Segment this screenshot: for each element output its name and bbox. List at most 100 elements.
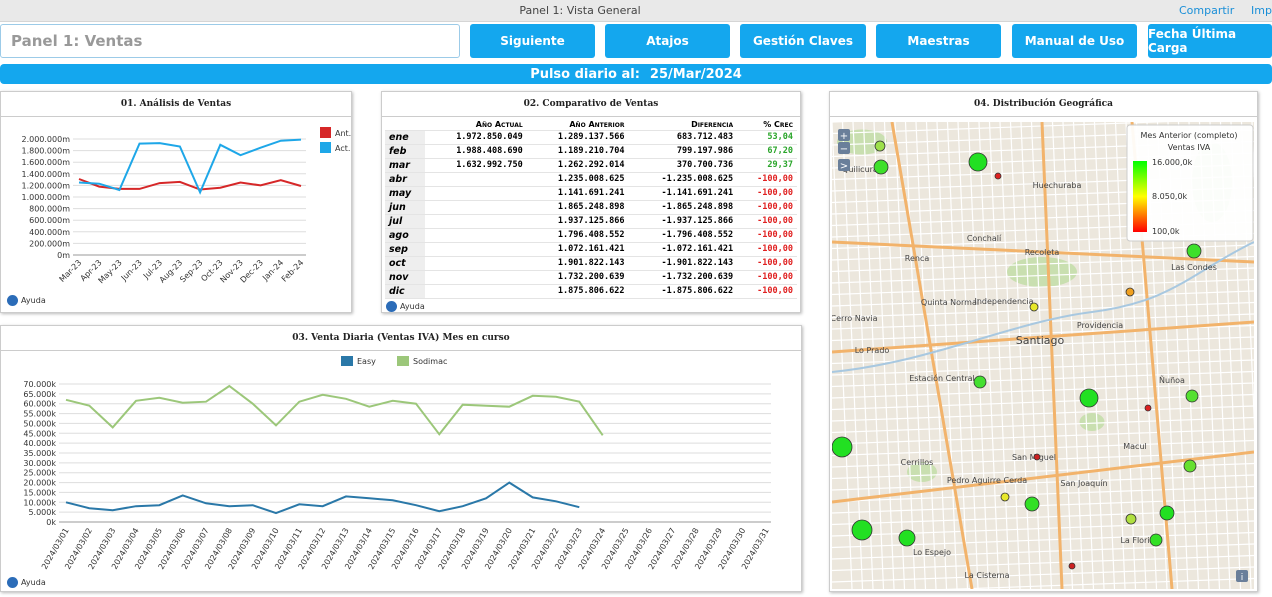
place-label: La Florida <box>1120 536 1159 545</box>
map-control-label[interactable]: + <box>840 131 848 142</box>
street <box>1093 122 1116 589</box>
y-tick-label: 60.000k <box>23 400 56 409</box>
panel-map: 04. Distribución Geográfica Quilicura Hue… <box>829 91 1258 592</box>
panel-title: 03. Venta Diaria (Ventas IVA) Mes en cur… <box>1 326 801 351</box>
month-cell: sep <box>385 242 425 257</box>
store-marker <box>1183 459 1197 473</box>
value-cell: -1.865.248.898 <box>628 200 738 215</box>
store-marker <box>1159 505 1175 521</box>
value-cell: -100,00 <box>737 242 797 257</box>
value-cell: -1.796.408.552 <box>628 228 738 243</box>
legend-swatch <box>320 142 331 153</box>
place-label: Renca <box>905 254 930 263</box>
value-cell: -100,00 <box>737 186 797 201</box>
value-cell <box>425 214 527 229</box>
toolbar-button[interactable]: Maestras <box>876 24 1001 58</box>
value-cell: -100,00 <box>737 200 797 215</box>
y-tick-label: 55.000k <box>23 410 56 419</box>
place-label: Santiago <box>1016 334 1065 347</box>
street <box>832 393 1254 411</box>
street <box>883 122 906 589</box>
place-label: Macul <box>1123 442 1147 451</box>
place-label: Quinta Normal <box>921 298 979 307</box>
toolbar-button[interactable]: Atajos <box>605 24 730 58</box>
legend-box <box>1126 124 1254 242</box>
value-cell: 683.712.483 <box>628 130 738 145</box>
value-cell: 1.141.691.241 <box>526 186 629 201</box>
toolbar-button[interactable]: Gestión Claves <box>740 24 866 58</box>
value-cell: -1.072.161.421 <box>628 242 738 257</box>
value-cell: 370.700.736 <box>628 158 738 173</box>
y-tick-label: 200.000m <box>29 239 70 248</box>
street <box>941 577 1254 589</box>
street <box>1083 122 1105 589</box>
store-marker <box>898 529 916 547</box>
main-road <box>832 450 1254 504</box>
print-link[interactable]: Imp <box>1251 4 1272 17</box>
help-label: Ayuda <box>21 578 46 587</box>
help[interactable]: Ayuda <box>7 577 46 588</box>
help[interactable]: Ayuda <box>386 301 425 312</box>
park <box>907 462 937 482</box>
place-label: Huechuraba <box>1033 181 1082 190</box>
column-header: % Crec <box>737 119 797 131</box>
table-row: ene 1.972.850.049 1.289.137.566 683.712.483… <box>385 130 797 145</box>
share-link[interactable]: Compartir <box>1179 4 1235 17</box>
value-cell: -1.235.008.625 <box>628 172 738 187</box>
street <box>832 566 1254 583</box>
table-row: sep 1.072.161.421 -1.072.161.421 -100,00 <box>385 242 797 257</box>
street <box>832 497 1254 514</box>
street <box>988 122 1011 589</box>
store-marker <box>968 152 988 172</box>
table-row: may 1.141.691.241 -1.141.691.241 -100,00 <box>385 186 797 201</box>
toolbar-button[interactable]: Manual de Uso <box>1012 24 1137 58</box>
legend-label: 100,0k <box>1152 227 1180 236</box>
legend-label: Sodimac <box>413 357 447 366</box>
value-cell: -1.875.806.622 <box>628 284 738 299</box>
value-cell: 1.289.137.566 <box>526 130 629 145</box>
y-tick-label: 400.000m <box>29 228 70 237</box>
value-cell <box>425 186 527 201</box>
street <box>832 439 1254 457</box>
value-cell <box>425 256 527 271</box>
toolbar-button[interactable]: Fecha Última Carga <box>1148 24 1272 58</box>
main-road <box>890 122 974 589</box>
chart: 0k5.000k10.000k15.000k20.000k25.000k30.0… <box>23 356 771 571</box>
month-cell: mar <box>385 158 425 173</box>
help[interactable]: Ayuda <box>7 295 46 306</box>
legend-label: Easy <box>357 357 376 366</box>
street <box>832 543 1254 560</box>
legend-label: Ant. <box>335 129 351 138</box>
street <box>925 122 948 589</box>
place-label: Ñuñoa <box>1159 375 1185 385</box>
street <box>1072 122 1095 589</box>
street <box>936 122 958 589</box>
panel-compare: 02. Comparativo de Ventas Año Actual Año … <box>381 91 801 313</box>
legend-title: Mes Anterior (completo) <box>1141 131 1238 140</box>
store-marker <box>1149 533 1163 547</box>
y-tick-label: 15.000k <box>23 488 56 497</box>
store-marker <box>1033 453 1041 461</box>
value-cell: 1.901.822.143 <box>526 256 629 271</box>
header-cell <box>385 119 425 131</box>
y-tick-label: 40.000k <box>23 439 56 448</box>
month-cell: jul <box>385 214 425 229</box>
map-control-label[interactable]: − <box>840 144 848 155</box>
street <box>832 416 1254 434</box>
value-cell: -100,00 <box>737 228 797 243</box>
panel-input[interactable]: Panel 1: Ventas <box>0 24 460 58</box>
column-header: Diferencia <box>628 119 738 131</box>
store-marker <box>832 436 853 458</box>
street <box>832 382 1254 399</box>
legend-label: Act. <box>335 144 350 153</box>
street <box>832 405 1254 422</box>
main-road <box>832 240 1254 264</box>
legend-swatch <box>320 127 331 138</box>
street <box>1104 122 1126 589</box>
map-control-label[interactable]: > <box>840 161 848 172</box>
toolbar-button[interactable]: Siguiente <box>470 24 595 58</box>
value-cell: 29,37 <box>737 158 797 173</box>
y-tick-label: 25.000k <box>23 469 56 478</box>
river <box>832 241 1254 373</box>
value-cell: 1.988.408.690 <box>425 144 527 159</box>
